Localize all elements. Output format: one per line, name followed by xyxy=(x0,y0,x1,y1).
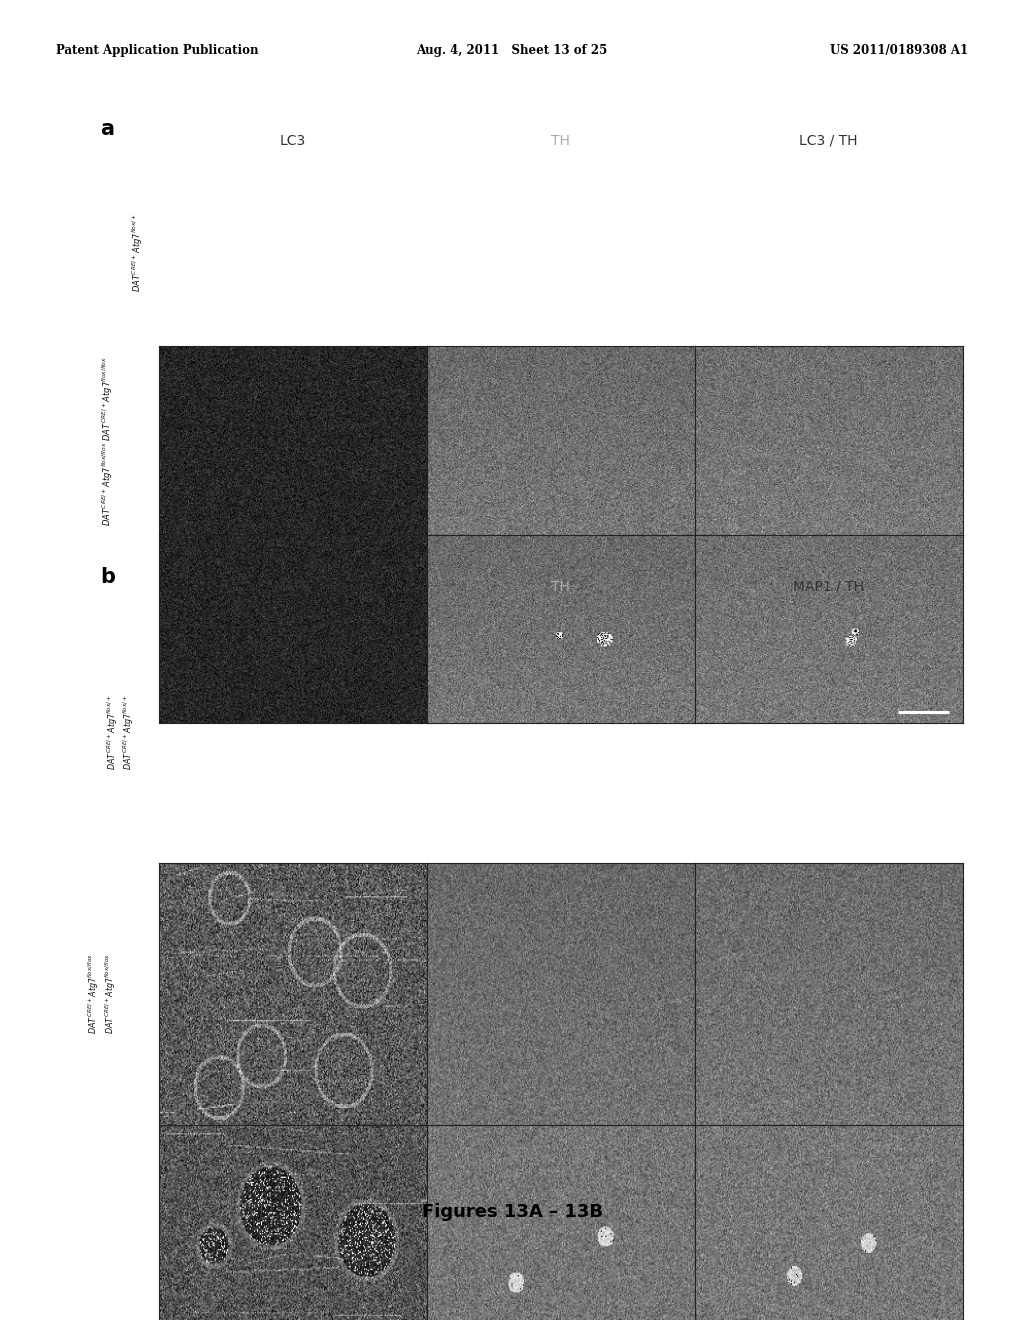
Text: LC3 / TH: LC3 / TH xyxy=(800,133,858,148)
Text: $DAT^{CRE/+}Atg7^{flox/flox}$
$DAT^{CRE/+}Atg7^{flox/flox}$: $DAT^{CRE/+}Atg7^{flox/flox}$ $DAT^{CRE/… xyxy=(87,953,118,1034)
Text: $DAT^{CRE/+}Atg7^{flox/+}$: $DAT^{CRE/+}Atg7^{flox/+}$ xyxy=(131,213,145,292)
Text: LC3: LC3 xyxy=(280,133,306,148)
Text: US 2011/0189308 A1: US 2011/0189308 A1 xyxy=(829,44,968,57)
Text: Figures 13A – 13B: Figures 13A – 13B xyxy=(422,1203,602,1221)
Text: b: b xyxy=(100,568,116,587)
Text: TH: TH xyxy=(551,133,570,148)
Text: MAP1 / TH: MAP1 / TH xyxy=(793,579,864,594)
Text: $DAT^{CRE/+}Atg7^{flox/+}$
$DAT^{CRE/+}Atg7^{flox/+}$: $DAT^{CRE/+}Atg7^{flox/+}$ $DAT^{CRE/+}A… xyxy=(105,694,136,770)
Text: MAP1: MAP1 xyxy=(273,579,312,594)
Text: Aug. 4, 2011   Sheet 13 of 25: Aug. 4, 2011 Sheet 13 of 25 xyxy=(417,44,607,57)
Text: TH: TH xyxy=(551,579,570,594)
Text: Patent Application Publication: Patent Application Publication xyxy=(56,44,259,57)
Text: a: a xyxy=(100,119,115,139)
Text: $DAT^{CRE/+}Atg7^{flox/flox}$ $DAT^{CRE/+}Atg7^{flox/flox}$: $DAT^{CRE/+}Atg7^{flox/flox}$ $DAT^{CRE/… xyxy=(100,355,115,525)
